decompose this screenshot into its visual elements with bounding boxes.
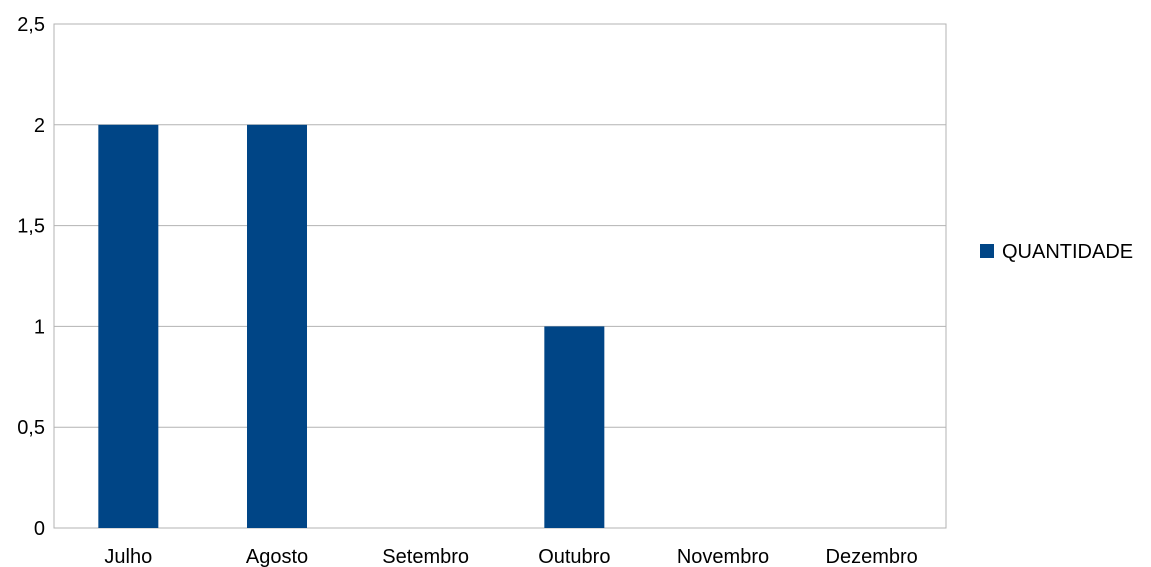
bar-julho: [98, 124, 159, 529]
bar-outubro: [544, 326, 605, 528]
bar-agosto: [247, 124, 307, 529]
x-tick-label: Dezembro: [826, 546, 918, 567]
x-tick-label: Agosto: [246, 546, 308, 567]
legend-label-quantidade: QUANTIDADE: [1002, 241, 1133, 263]
y-tick-label: 1: [34, 316, 45, 338]
legend-swatch: [980, 244, 994, 258]
bars: [98, 124, 605, 529]
y-tick-label: 1,5: [17, 216, 45, 238]
legend: QUANTIDADE: [980, 241, 1133, 263]
y-tick-label: 2,5: [17, 14, 45, 36]
y-tick-label: 0,5: [17, 417, 45, 439]
x-tick-label: Outubro: [538, 546, 610, 567]
x-tick-label: Setembro: [382, 546, 469, 567]
y-tick-label: 2: [34, 115, 45, 137]
plot-area-border: [53, 23, 947, 529]
x-axis-ticks: Julho Agosto Setembro Outubro Novembro Dezemb…: [104, 546, 917, 567]
x-tick-label: Julho: [104, 546, 152, 567]
x-tick-label: Novembro: [677, 546, 769, 567]
y-tick-label: 0: [34, 518, 45, 540]
gridlines: [54, 23, 946, 529]
y-axis-ticks: 0 0,5 1 1,5 2 2,5: [17, 14, 45, 540]
